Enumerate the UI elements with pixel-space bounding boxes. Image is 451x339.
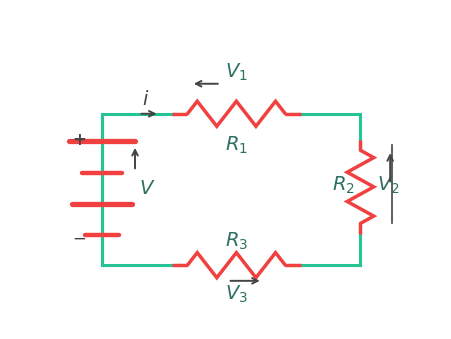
Text: +: +: [72, 131, 86, 149]
Text: $i$: $i$: [142, 90, 149, 109]
Text: $V_3$: $V_3$: [225, 283, 248, 304]
Text: $R_2$: $R_2$: [332, 175, 355, 196]
Text: $V$: $V$: [139, 179, 156, 198]
Text: $-$: $-$: [72, 229, 86, 247]
Text: $R_1$: $R_1$: [225, 135, 248, 156]
Text: $R_3$: $R_3$: [225, 231, 248, 252]
Text: $V_1$: $V_1$: [225, 61, 248, 83]
Text: $V_2$: $V_2$: [377, 175, 400, 196]
